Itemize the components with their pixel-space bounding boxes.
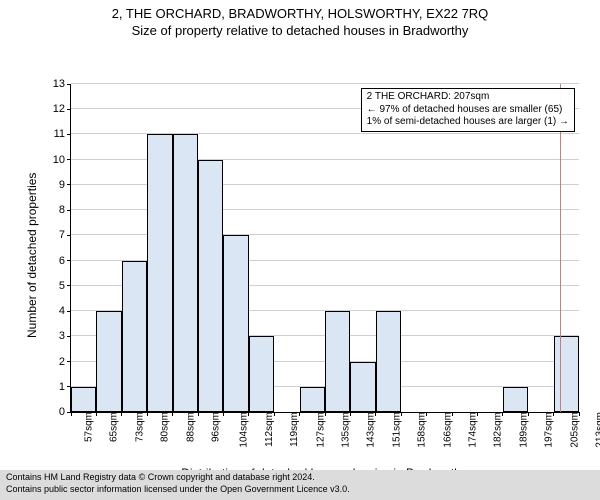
xtick-label: 166sqm <box>436 412 453 448</box>
xtick-label: 80sqm <box>154 412 171 442</box>
xtick-label: 158sqm <box>410 412 427 448</box>
footer-line-2: Contains public sector information licen… <box>6 484 594 496</box>
xtick-label: 151sqm <box>385 412 402 448</box>
xtick-mark <box>452 412 453 416</box>
annotation-line: 2 THE ORCHARD: 207sqm <box>367 91 569 104</box>
plot: 01234567891011121357sqm65sqm73sqm80sqm88… <box>70 84 579 413</box>
xtick-mark <box>579 412 580 416</box>
xtick-label: 65sqm <box>103 412 120 442</box>
xtick-mark <box>172 412 173 416</box>
ytick-label: 12 <box>53 103 71 115</box>
xtick-label: 112sqm <box>258 412 275 447</box>
gridline <box>71 83 579 84</box>
bar <box>96 311 121 412</box>
xtick-label: 88sqm <box>179 412 196 442</box>
xtick-label: 127sqm <box>309 412 326 448</box>
xtick-label: 57sqm <box>78 412 95 442</box>
xtick-mark <box>528 412 529 416</box>
bar <box>173 134 198 412</box>
xtick-label: 96sqm <box>205 412 222 442</box>
xtick-label: 189sqm <box>512 412 529 448</box>
bar <box>122 261 147 412</box>
xtick-label: 213sqm <box>588 412 600 448</box>
xtick-label: 197sqm <box>537 412 554 448</box>
bar <box>503 387 528 412</box>
xtick-mark <box>223 412 224 416</box>
ytick-label: 1 <box>59 381 71 393</box>
xtick-mark <box>299 412 300 416</box>
chart-title: 2, THE ORCHARD, BRADWORTHY, HOLSWORTHY, … <box>0 6 600 21</box>
ytick-label: 7 <box>59 229 71 241</box>
xtick-mark <box>325 412 326 416</box>
xtick-label: 73sqm <box>128 412 145 442</box>
bar <box>147 134 172 412</box>
title-block: 2, THE ORCHARD, BRADWORTHY, HOLSWORTHY, … <box>0 0 600 38</box>
annotation-box: 2 THE ORCHARD: 207sqm← 97% of detached h… <box>361 88 575 132</box>
ytick-label: 2 <box>59 356 71 368</box>
ytick-label: 5 <box>59 280 71 292</box>
xtick-mark <box>401 412 402 416</box>
bar <box>376 311 401 412</box>
footer: Contains HM Land Registry data © Crown c… <box>0 470 600 500</box>
reference-line <box>560 84 561 412</box>
xtick-label: 119sqm <box>283 412 300 447</box>
xtick-mark <box>350 412 351 416</box>
ytick-label: 13 <box>53 78 71 90</box>
annotation-line: 1% of semi-detached houses are larger (1… <box>367 116 569 129</box>
bar <box>71 387 96 412</box>
ytick-label: 0 <box>59 406 71 418</box>
ytick-label: 3 <box>59 330 71 342</box>
xtick-label: 143sqm <box>360 412 377 448</box>
xtick-mark <box>274 412 275 416</box>
ytick-label: 11 <box>54 128 71 140</box>
ytick-label: 4 <box>59 305 71 317</box>
xtick-mark <box>71 412 72 416</box>
xtick-label: 104sqm <box>233 412 250 448</box>
bar <box>350 362 375 412</box>
xtick-label: 182sqm <box>487 412 504 448</box>
xtick-mark <box>502 412 503 416</box>
y-axis-label: Number of detached properties <box>25 173 39 338</box>
bar <box>198 160 223 412</box>
xtick-mark <box>248 412 249 416</box>
xtick-mark <box>96 412 97 416</box>
xtick-label: 135sqm <box>334 412 351 448</box>
ytick-label: 8 <box>59 204 71 216</box>
bar <box>249 336 274 412</box>
ytick-label: 9 <box>59 179 71 191</box>
annotation-line: ← 97% of detached houses are smaller (65… <box>367 104 569 117</box>
bar <box>223 235 248 412</box>
xtick-mark <box>198 412 199 416</box>
footer-line-1: Contains HM Land Registry data © Crown c… <box>6 472 594 484</box>
xtick-mark <box>147 412 148 416</box>
xtick-label: 205sqm <box>563 412 580 448</box>
chart-subtitle: Size of property relative to detached ho… <box>0 23 600 38</box>
bar <box>554 336 579 412</box>
xtick-mark <box>121 412 122 416</box>
ytick-label: 6 <box>59 255 71 267</box>
bar <box>325 311 350 412</box>
xtick-mark <box>553 412 554 416</box>
xtick-mark <box>477 412 478 416</box>
xtick-label: 174sqm <box>461 412 478 448</box>
xtick-mark <box>426 412 427 416</box>
xtick-mark <box>375 412 376 416</box>
bar <box>300 387 325 412</box>
ytick-label: 10 <box>53 154 71 166</box>
